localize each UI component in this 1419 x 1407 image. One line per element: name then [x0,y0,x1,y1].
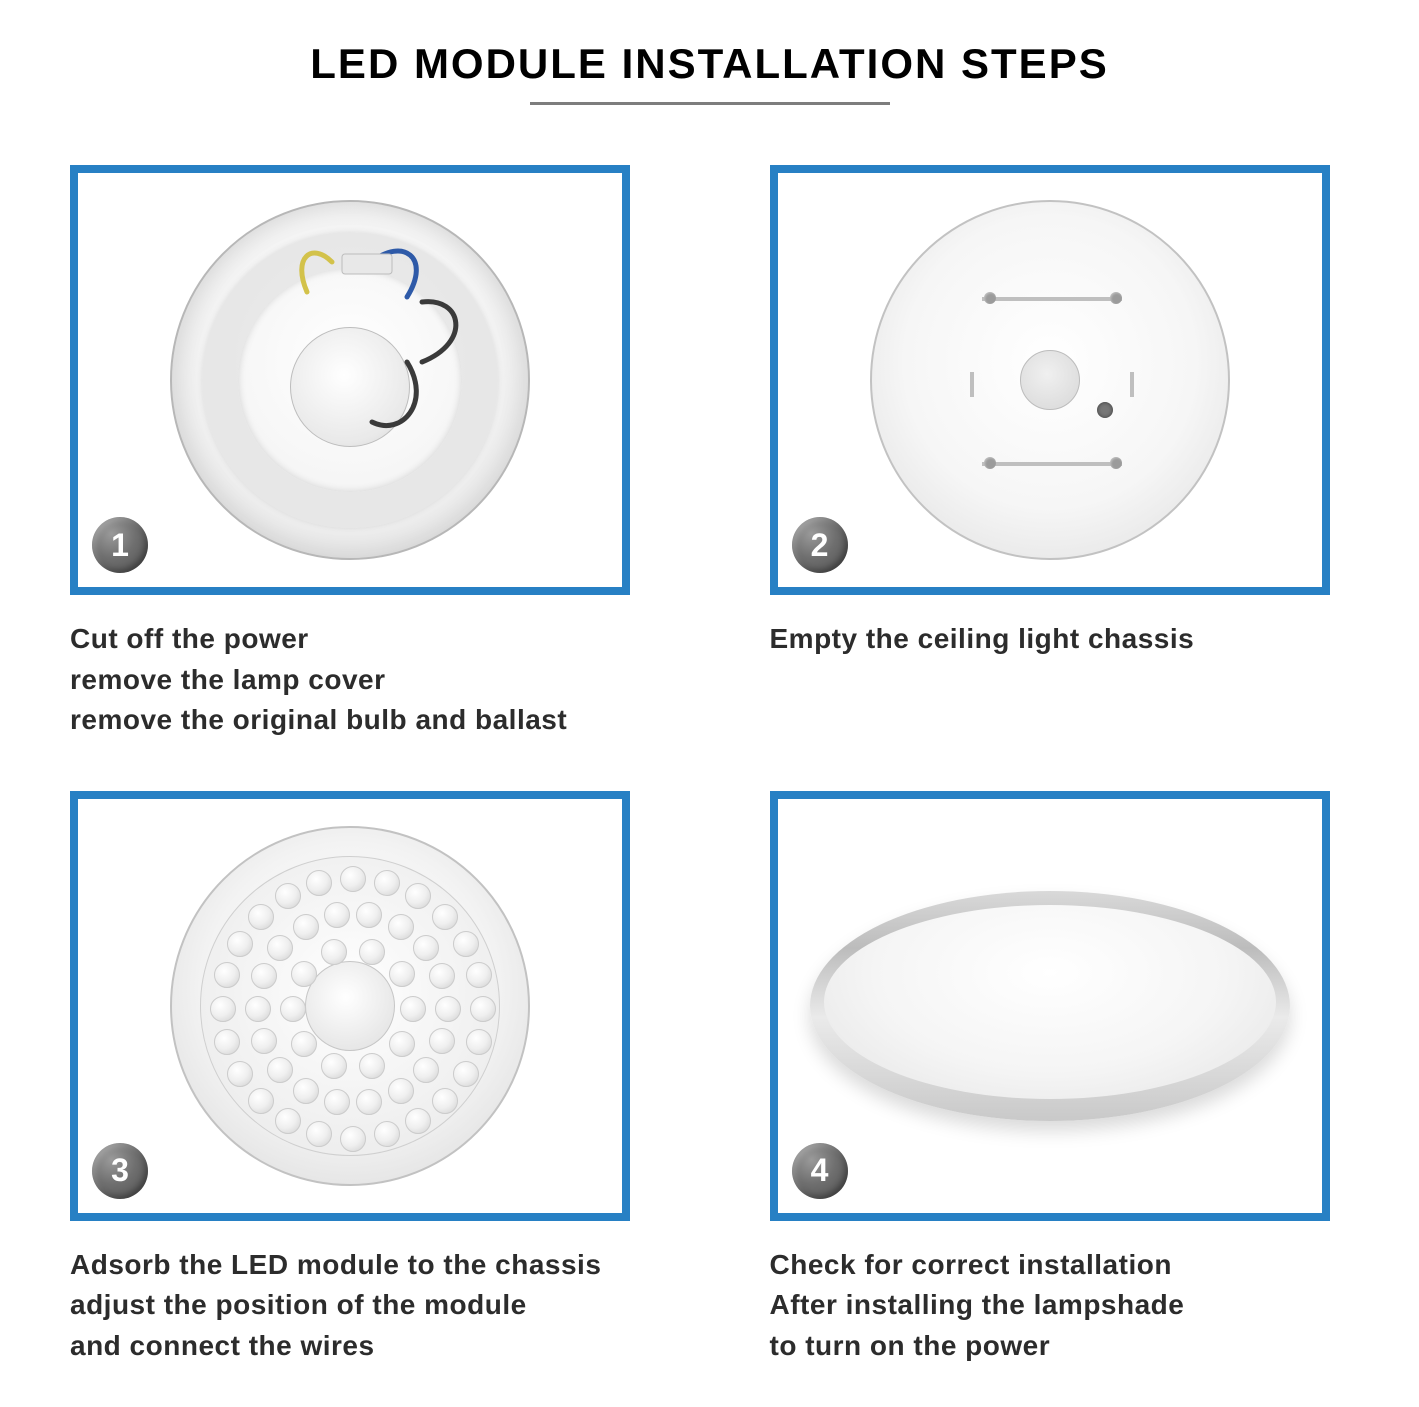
led-lens-icon [275,1108,301,1134]
led-lens-icon [453,931,479,957]
led-lens-icon [214,1029,240,1055]
led-lens-icon [324,902,350,928]
led-lens-icon [359,1053,385,1079]
led-lens-icon [267,1057,293,1083]
step-number-badge: 2 [792,517,848,573]
led-lens-icon [340,866,366,892]
led-lens-icon [429,963,455,989]
led-lens-icon [306,870,332,896]
led-lens-icon [405,883,431,909]
step-1-illustration [170,200,530,560]
led-lens-icon [400,996,426,1022]
step-1-frame: 1 [70,165,630,595]
led-lens-icon [306,1121,332,1147]
led-lens-icon [389,961,415,987]
led-lens-icon [470,996,496,1022]
led-lens-icon [389,1031,415,1057]
led-lens-icon [429,1028,455,1054]
led-lens-icon [340,1126,366,1152]
led-lens-icon [248,904,274,930]
led-lens-icon [267,935,293,961]
step-1: 1 Cut off the power remove the lamp cove… [70,165,650,741]
step-2: 2 Empty the ceiling light chassis [770,165,1350,741]
led-lens-icon [210,996,236,1022]
led-lens-icon [388,1078,414,1104]
led-lens-icon [293,914,319,940]
step-number: 3 [111,1152,129,1189]
step-2-frame: 2 [770,165,1330,595]
led-lens-icon [227,931,253,957]
led-lens-icon [248,1088,274,1114]
led-lens-icon [466,962,492,988]
step-3: 3 Adsorb the LED module to the chassis a… [70,791,650,1367]
led-lens-icon [359,939,385,965]
led-lens-icon [227,1061,253,1087]
led-lens-icon [405,1108,431,1134]
step-number: 2 [811,527,829,564]
led-lens-icon [356,1089,382,1115]
step-3-caption: Adsorb the LED module to the chassis adj… [70,1245,650,1367]
led-lens-icon [291,1031,317,1057]
led-lens-icon [280,996,306,1022]
led-lens-icon [251,963,277,989]
led-lens-icon [453,1061,479,1087]
led-lens-icon [413,1057,439,1083]
steps-grid: 1 Cut off the power remove the lamp cove… [50,165,1369,1367]
led-lens-icon [291,961,317,987]
led-lens-icon [321,939,347,965]
title-underline [530,102,890,105]
wires-icon [172,202,532,562]
step-number: 4 [811,1152,829,1189]
step-4-frame: 4 [770,791,1330,1221]
step-3-frame: 3 [70,791,630,1221]
led-lens-icon [374,1121,400,1147]
step-1-caption: Cut off the power remove the lamp cover … [70,619,650,741]
step-4-caption: Check for correct installation After ins… [770,1245,1350,1367]
step-2-illustration [870,200,1230,560]
led-lens-icon [324,1089,350,1115]
led-lens-icon [432,1088,458,1114]
led-lens-icon [435,996,461,1022]
led-lens-icon [275,883,301,909]
led-lens-icon [388,914,414,940]
led-lens-icon [356,902,382,928]
led-lens-icon [374,870,400,896]
led-lens-icon [413,935,439,961]
led-lens-icon [293,1078,319,1104]
led-lens-icon [214,962,240,988]
step-3-illustration [170,826,530,1186]
led-lens-icon [245,996,271,1022]
led-lens-icon [466,1029,492,1055]
step-number-badge: 3 [92,1143,148,1199]
led-lens-icon [251,1028,277,1054]
led-lens-icon [321,1053,347,1079]
step-2-caption: Empty the ceiling light chassis [770,619,1350,660]
page-title: LED MODULE INSTALLATION STEPS [50,40,1369,88]
led-lens-icon [432,904,458,930]
step-number-badge: 1 [92,517,148,573]
step-4-illustration [810,891,1290,1121]
step-number-badge: 4 [792,1143,848,1199]
step-number: 1 [111,527,129,564]
step-4: 4 Check for correct installation After i… [770,791,1350,1367]
